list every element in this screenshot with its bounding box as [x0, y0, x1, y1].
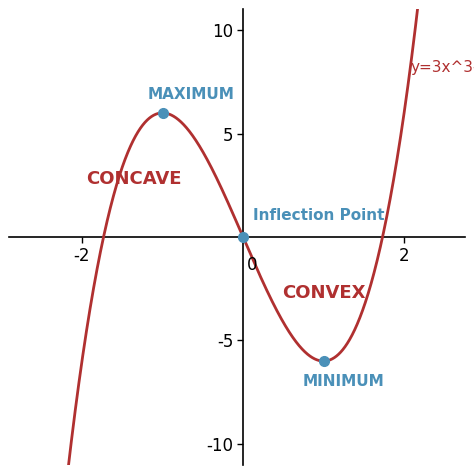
Text: Inflection Point: Inflection Point: [253, 208, 384, 222]
Text: CONVEX: CONVEX: [282, 284, 365, 302]
Text: y=3x^3-9x: y=3x^3-9x: [410, 60, 474, 75]
Text: MAXIMUM: MAXIMUM: [147, 87, 234, 101]
Text: CONCAVE: CONCAVE: [87, 170, 182, 188]
Text: MINIMUM: MINIMUM: [303, 374, 384, 389]
Text: 0: 0: [247, 255, 257, 273]
